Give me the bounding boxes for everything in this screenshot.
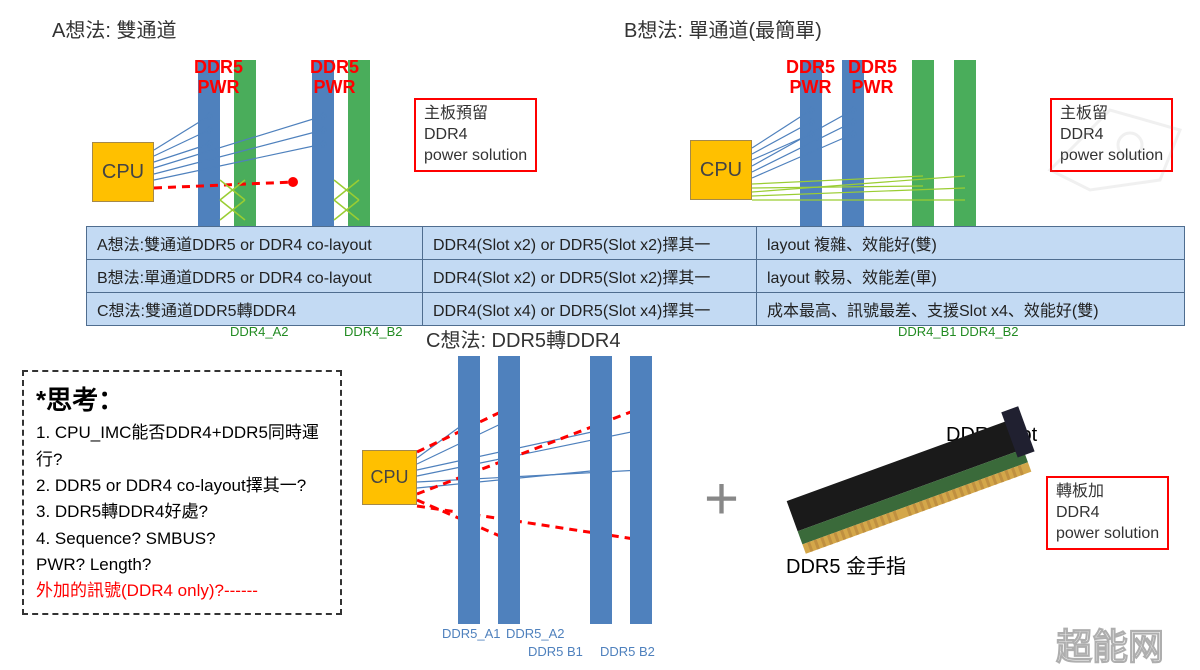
ddr4-slot-label: DDR4 slot [946,424,1037,447]
pwr-label-a1: DDR5PWR [194,58,243,98]
slot-label-c2: DDR5_A2 [506,626,565,641]
slot-label-c3: DDR5 B1 [528,644,583,659]
slot-label-b4: DDR4_B2 [960,324,1019,339]
title-c: C想法: DDR5轉DDR4 [426,324,620,353]
redbox-c: 轉板加DDR4power solution [1046,476,1169,550]
plus-icon: + [704,464,739,533]
slot-label-c1: DDR5_A1 [442,626,501,641]
think-box: *思考： 1. CPU_IMC能否DDR4+DDR5同時運行? 2. DDR5 … [22,370,342,615]
title-a: A想法: 雙通道 [52,14,176,43]
ddr5-finger-label: DDR5 金手指 [786,550,906,579]
cpu-a: CPU [92,142,154,202]
slot-label-a4: DDR4_B2 [344,324,403,339]
redbox-b: 主板留DDR4power solution [1050,98,1173,172]
slot-c-2 [498,356,520,624]
pwr-label-b1: DDR5PWR [786,58,835,98]
slot-label-b3: DDR4_B1 [898,324,957,339]
table-row: C想法:雙通道DDR5轉DDR4DDR4(Slot x4) or DDR5(Sl… [87,293,1185,326]
table-row: A想法:雙通道DDR5 or DDR4 co-layoutDDR4(Slot x… [87,227,1185,260]
comparison-table: A想法:雙通道DDR5 or DDR4 co-layoutDDR4(Slot x… [86,226,1185,326]
cpu-b: CPU [690,140,752,200]
redbox-a: 主板預留DDR4power solution [414,98,537,172]
slot-c-4 [630,356,652,624]
slot-label-a2: DDR4_A2 [230,324,289,339]
cpu-c: CPU [362,450,417,505]
title-b: B想法: 單通道(最簡單) [624,14,822,43]
slot-c-3 [590,356,612,624]
pwr-label-b2: DDR5PWR [848,58,897,98]
table-row: B想法:單通道DDR5 or DDR4 co-layoutDDR4(Slot x… [87,260,1185,293]
watermark-text: 超能网 [1056,618,1164,670]
pwr-label-a2: DDR5PWR [310,58,359,98]
slot-c-1 [458,356,480,624]
slot-label-c4: DDR5 B2 [600,644,655,659]
